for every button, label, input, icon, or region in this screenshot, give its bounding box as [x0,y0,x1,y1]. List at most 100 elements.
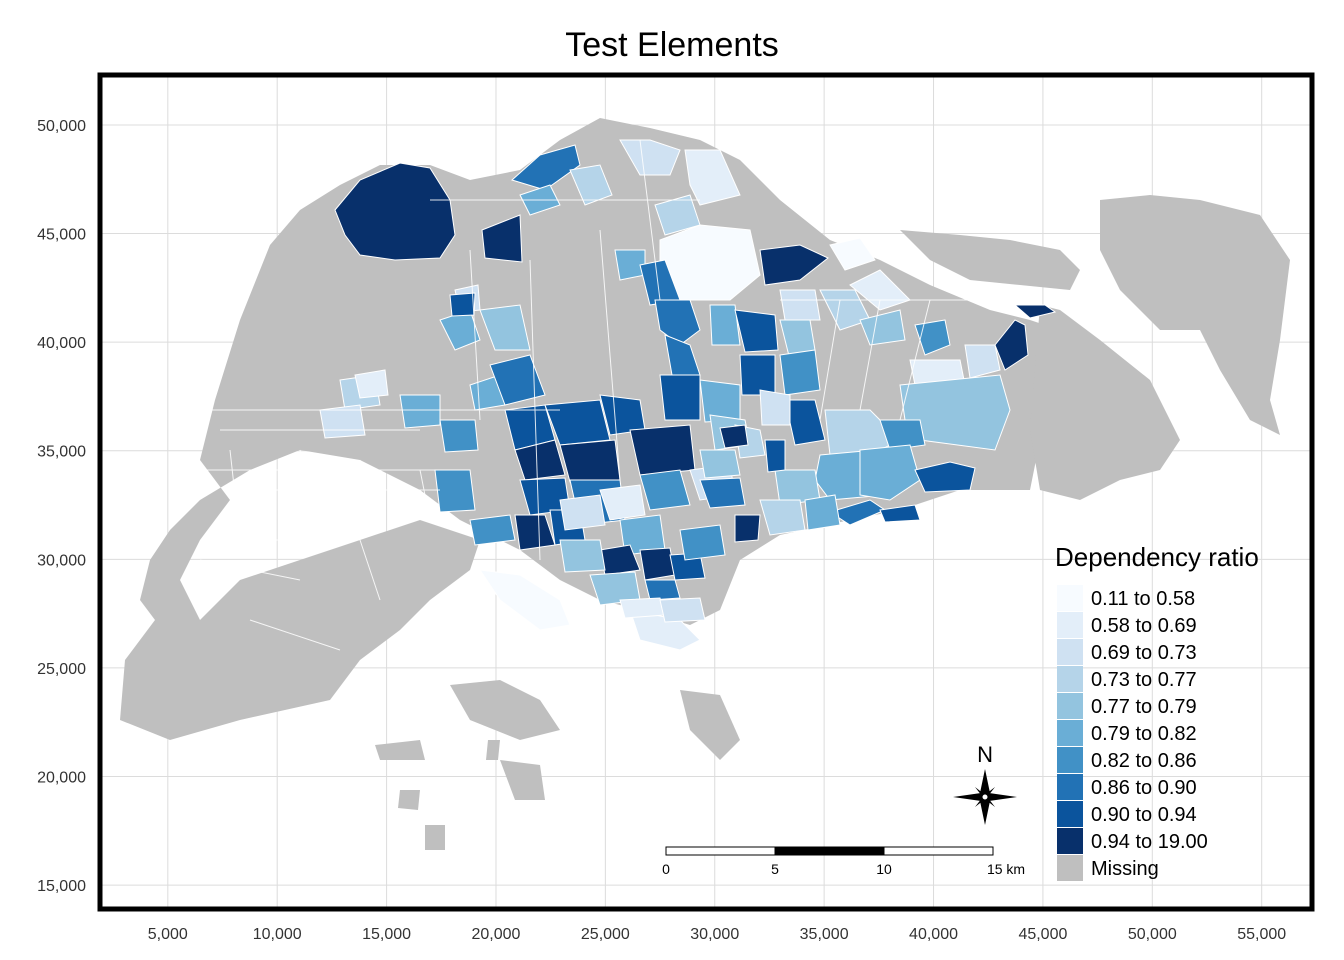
changi-east-land [1030,305,1180,500]
y-tick-label: 40,000 [37,335,86,352]
choropleth-region [699,379,741,423]
choropleth-region [914,461,976,493]
choropleth-region [569,164,613,206]
choropleth-region [879,504,921,523]
legend-label: 0.90 to 0.94 [1091,804,1197,826]
y-tick-label: 50,000 [37,118,86,135]
choropleth-region [829,237,876,271]
choropleth-region [699,477,746,509]
x-tick-label: 15,000 [362,926,411,943]
choropleth-region [481,214,523,263]
legend-label: 0.73 to 0.77 [1091,669,1197,691]
pulau-ubin-island [900,230,1080,290]
legend-label: 0.58 to 0.69 [1091,615,1197,637]
choropleth-region [859,444,921,501]
legend-swatch [1057,585,1083,611]
north-label: N [977,742,993,767]
choropleth-region [779,349,821,396]
scale-label-0: 0 [662,861,670,877]
choropleth-region [559,539,606,573]
legend-label: 0.94 to 19.00 [1091,831,1208,853]
legend-label: 0.82 to 0.86 [1091,750,1197,772]
choropleth-region [734,309,779,353]
legend: Dependency ratio 0.11 to 0.58 0.58 to 0.6… [1055,542,1259,881]
y-tick-label: 25,000 [37,661,86,678]
choropleth-region [654,299,701,346]
y-tick-label: 30,000 [37,552,86,569]
x-tick-label: 55,000 [1237,926,1286,943]
legend-label: 0.86 to 0.90 [1091,777,1197,799]
legend-label: 0.79 to 0.82 [1091,723,1197,745]
choropleth-region [759,389,791,426]
choropleth-region [879,419,926,451]
scale-label-10: 10 [876,861,892,877]
southern-island-7 [486,740,500,760]
x-tick-label: 35,000 [800,926,849,943]
choropleth-region [734,514,761,543]
choropleth-region [739,354,776,396]
subzone-boundaries [180,139,1000,651]
y-tick-label: 35,000 [37,444,86,461]
choropleth-region [659,374,701,421]
choropleth-region [659,597,706,623]
x-tick-label: 20,000 [472,926,521,943]
legend-swatch [1057,774,1083,800]
choropleth-region [469,514,516,546]
choropleth-region [859,309,906,346]
choropleth-region [759,244,829,286]
x-tick-label: 45,000 [1018,926,1067,943]
x-tick-label: 10,000 [253,926,302,943]
x-tick-label: 5,000 [148,926,188,943]
legend-swatch [1057,639,1083,665]
legend-swatch [1057,855,1083,881]
choropleth-region [489,354,546,406]
legend-label: Missing [1091,858,1159,880]
choropleth-region [679,524,726,561]
choropleth-region [354,369,389,399]
choropleth-region [639,469,691,511]
southern-island-2 [680,690,740,760]
choropleth-region [914,319,951,356]
legend-swatch [1057,720,1083,746]
x-tick-label: 30,000 [690,926,739,943]
choropleth-region [434,469,476,513]
choropleth-region [804,494,841,531]
choropleth-region [759,499,806,536]
choropleth-region [559,439,621,483]
choropleth-region [479,304,531,351]
pulau-tekong-island [1100,195,1290,435]
scale-bar: 0 5 10 15 km [662,846,1025,877]
choropleth-region [599,484,646,521]
choropleth-region [559,494,606,531]
y-tick-label: 45,000 [37,227,86,244]
choropleth-regions [319,139,1057,651]
choropleth-region [764,439,786,473]
choropleth-region [699,449,741,479]
choropleth-region [784,399,826,446]
choropleth-region [1013,304,1057,319]
southern-island-6 [425,825,445,850]
choropleth-region [334,162,456,261]
legend-swatch [1057,801,1083,827]
choropleth-region [964,344,1001,379]
legend-label: 0.77 to 0.79 [1091,696,1197,718]
x-tick-label: 40,000 [909,926,958,943]
legend-swatch [1057,747,1083,773]
legend-swatch [1057,612,1083,638]
choropleth-region [629,424,696,476]
choropleth-region [449,292,476,317]
choropleth-region [439,419,479,453]
compass-rose-icon: N [953,742,1017,825]
choropleth-region [994,319,1029,371]
southern-island-5 [398,790,420,810]
legend-swatch [1057,828,1083,854]
y-tick-label: 15,000 [37,878,86,895]
scale-label-5: 5 [771,861,779,877]
choropleth-region [639,547,676,581]
choropleth-region [478,569,571,631]
choropleth-region [644,579,681,601]
southern-island-3 [500,760,545,800]
southern-island-4 [375,740,425,760]
choropleth-region [399,394,441,429]
x-tick-label: 50,000 [1128,926,1177,943]
